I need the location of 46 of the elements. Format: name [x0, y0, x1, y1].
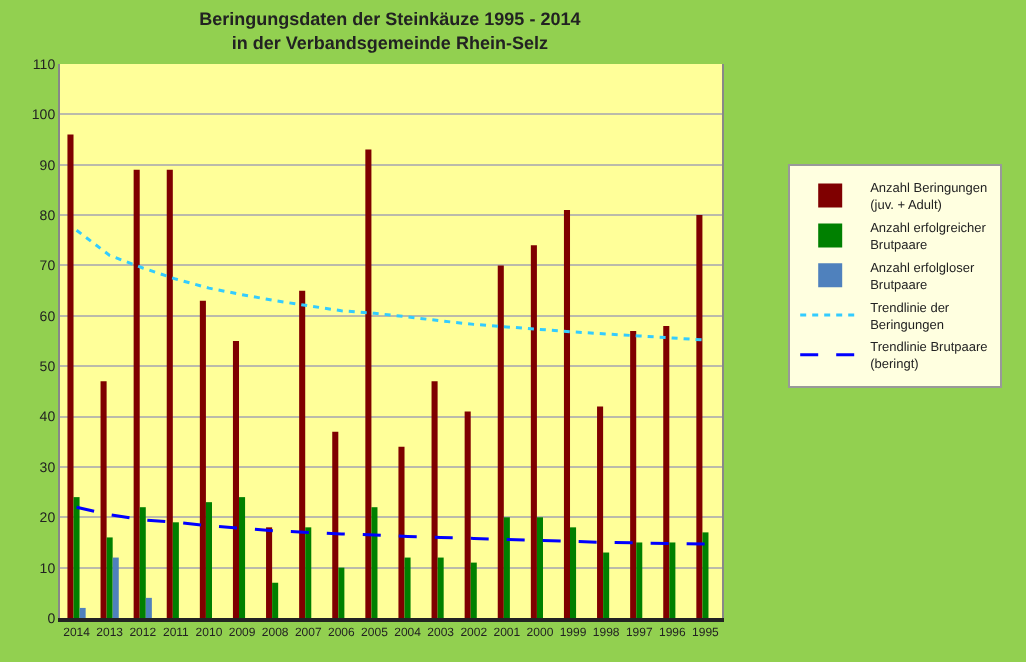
bar — [166, 169, 173, 618]
bar — [67, 134, 74, 618]
bar — [530, 245, 537, 618]
bar — [597, 406, 604, 618]
line-series — [75, 505, 707, 546]
bar — [112, 557, 119, 618]
bar — [398, 446, 405, 618]
bar — [332, 431, 339, 618]
bar — [536, 517, 543, 618]
bar — [630, 330, 637, 618]
bar — [696, 215, 703, 618]
bar — [404, 557, 411, 618]
bar — [305, 527, 312, 618]
bar — [199, 300, 206, 618]
bar — [431, 381, 438, 618]
bar — [669, 542, 676, 618]
bar — [371, 507, 378, 618]
bar — [338, 567, 345, 618]
bar — [497, 265, 504, 618]
chart-title: Beringungsdaten der Steinkäuze 1995 - 2014 in der Verbandsgemeinde Rhein-Selz — [199, 9, 581, 53]
bar — [702, 532, 709, 618]
bar — [570, 527, 577, 618]
bar — [145, 597, 152, 618]
bar — [636, 542, 643, 618]
bar — [205, 502, 212, 618]
bar — [299, 290, 306, 618]
bar — [365, 149, 372, 618]
bar — [106, 537, 113, 618]
bar — [563, 210, 571, 618]
bar — [239, 497, 246, 618]
bar — [603, 552, 610, 618]
bar — [73, 497, 80, 618]
bar — [139, 507, 146, 618]
bar — [79, 607, 86, 618]
bar — [272, 582, 279, 618]
bar — [464, 411, 471, 618]
bar — [503, 517, 510, 618]
bar — [663, 325, 670, 618]
bar — [232, 341, 240, 618]
bar — [470, 562, 477, 618]
bar — [437, 557, 444, 618]
bar — [172, 522, 179, 618]
line-series — [75, 228, 707, 342]
bar — [133, 169, 140, 618]
bar — [100, 381, 107, 618]
bar — [266, 527, 273, 618]
